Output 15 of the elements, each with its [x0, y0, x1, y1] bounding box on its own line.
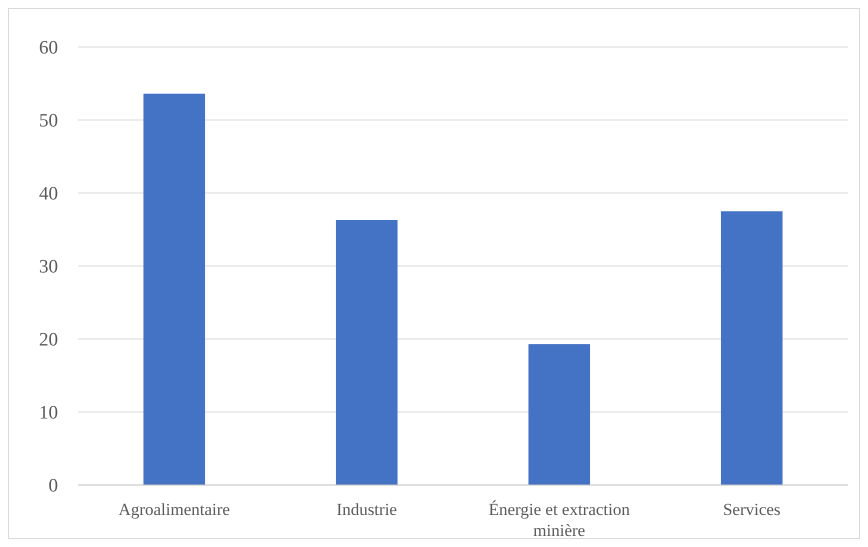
- x-tick-label: Énergie et extraction minière: [488, 500, 630, 540]
- x-tick-label: Industrie: [336, 500, 397, 519]
- bar: [528, 344, 590, 485]
- y-tick-label: 50: [39, 110, 58, 132]
- bar: [336, 220, 398, 485]
- y-tick-label: 40: [39, 184, 58, 205]
- bar: [143, 94, 206, 485]
- y-tick-label: 10: [39, 402, 58, 424]
- y-tick-label: 20: [39, 330, 58, 351]
- bar: [720, 211, 783, 485]
- x-tick-label: Services: [722, 500, 781, 519]
- x-tick-label: Agroalimentaire: [118, 500, 230, 519]
- y-tick-label: 30: [39, 256, 58, 278]
- y-tick-label: 0: [48, 476, 58, 497]
- y-tick-label: 60: [39, 38, 58, 59]
